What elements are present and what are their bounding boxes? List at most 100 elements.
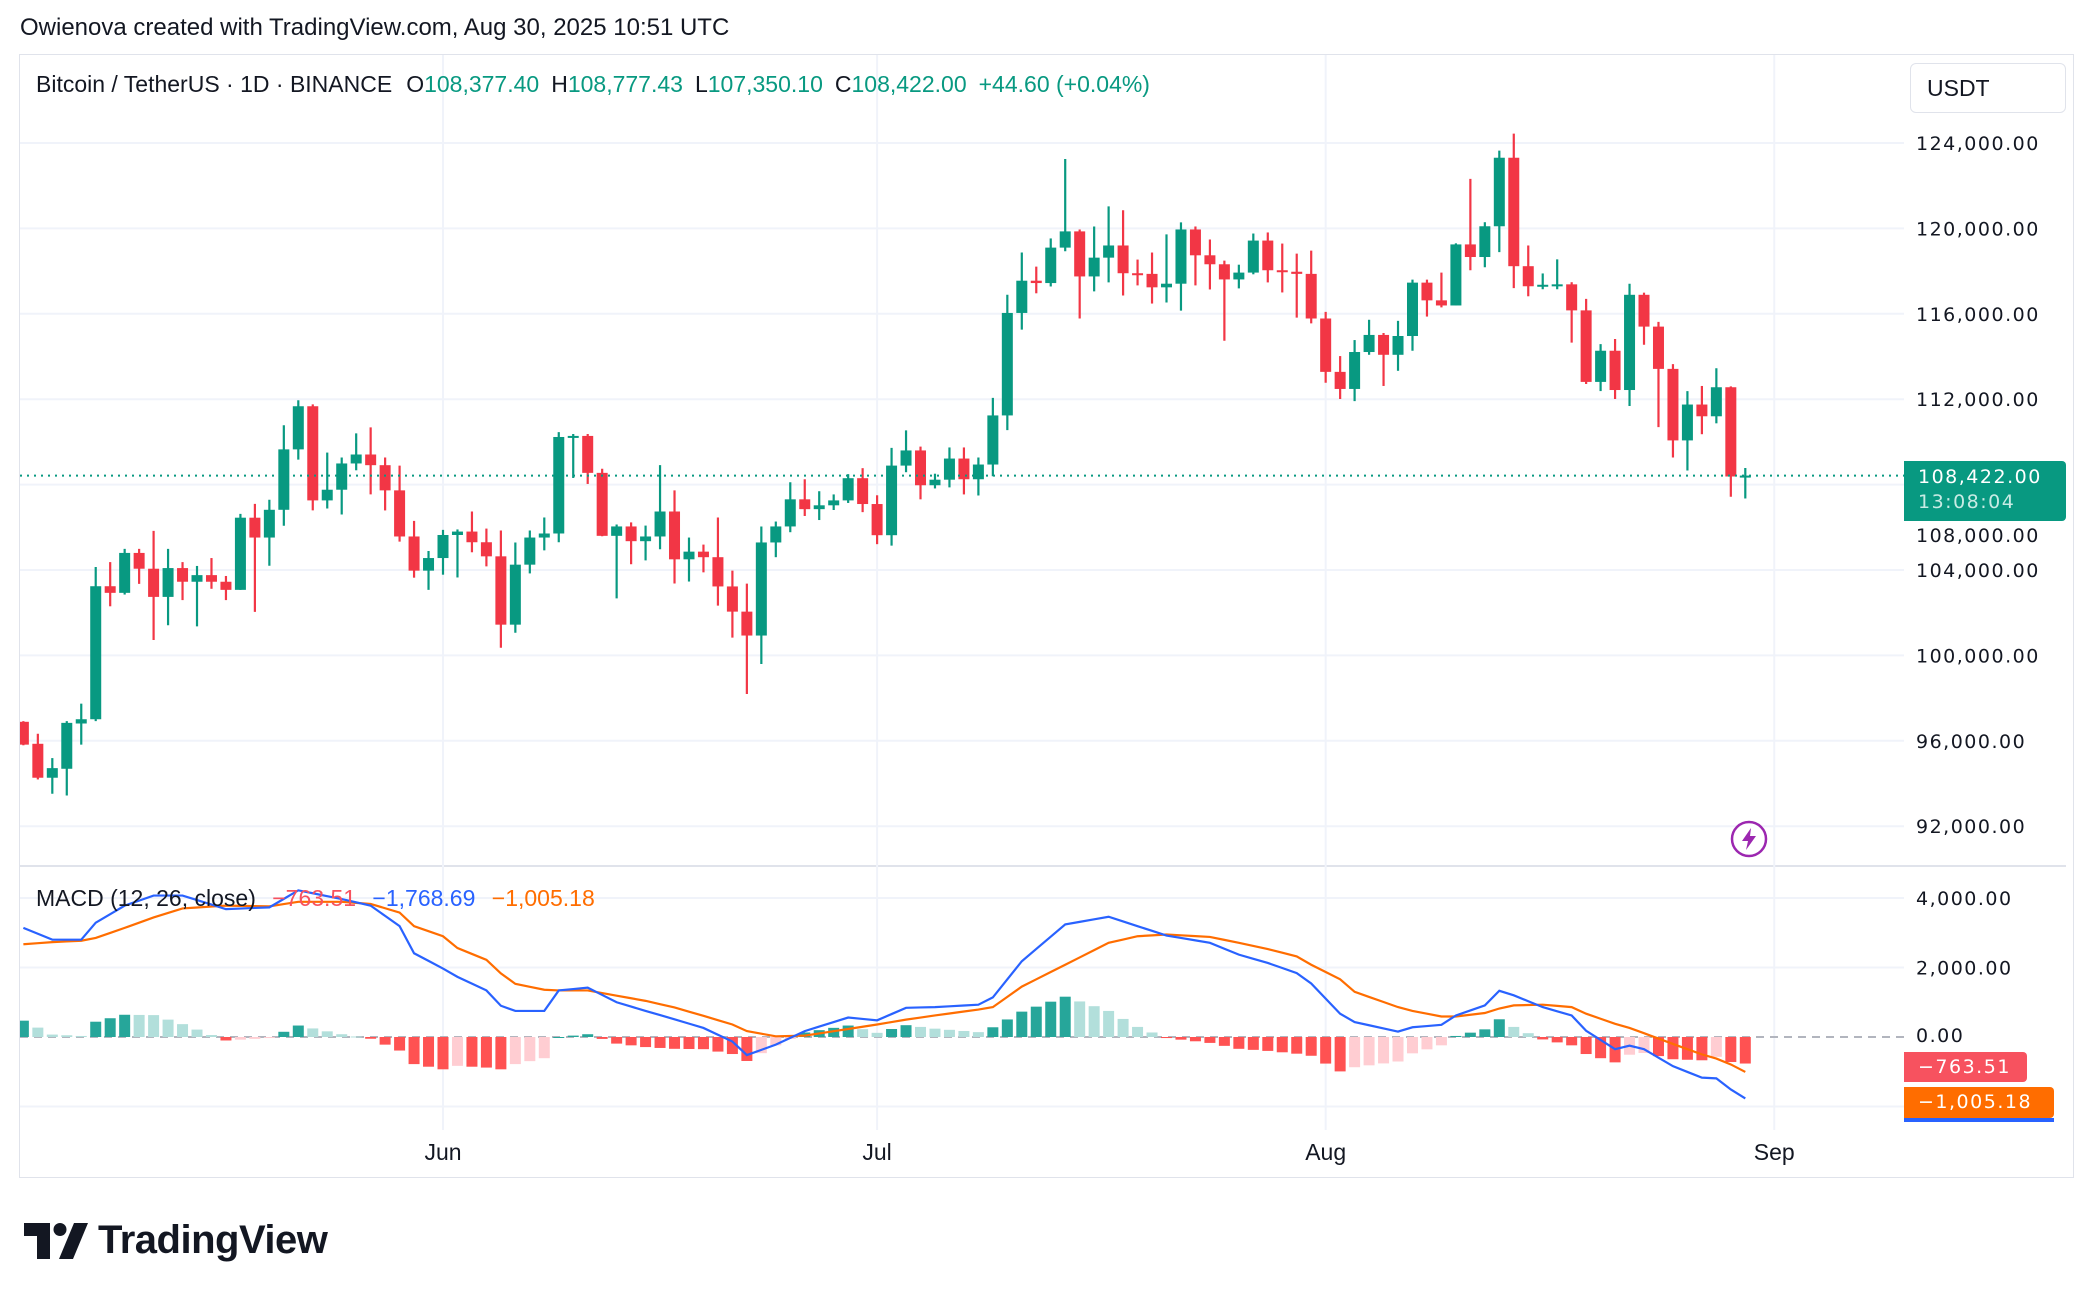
- currency-button[interactable]: USDT: [1910, 63, 2066, 113]
- price-pane: [20, 133, 1904, 796]
- macd-histogram-bar: [1464, 1032, 1476, 1037]
- candle-body: [1059, 231, 1071, 248]
- candle: [495, 530, 507, 648]
- candle-body: [437, 534, 449, 559]
- macd-histogram-bar: [1378, 1037, 1390, 1064]
- candle: [1537, 273, 1549, 290]
- candle-body: [726, 586, 738, 612]
- macd-histogram-bar: [1595, 1037, 1607, 1059]
- candle-body: [943, 458, 955, 480]
- macd-histogram-bar: [1233, 1037, 1245, 1049]
- candle-body: [1710, 387, 1722, 417]
- candle: [1334, 356, 1346, 399]
- macd-axis-label: 2,000.00: [1916, 958, 2013, 980]
- candle: [987, 397, 999, 477]
- candle-body: [20, 721, 29, 745]
- macd-histogram-bar: [480, 1037, 492, 1068]
- candle: [1421, 279, 1433, 317]
- candle-body: [509, 564, 521, 625]
- macd-histogram-bar: [321, 1031, 333, 1037]
- candle: [842, 474, 854, 503]
- candle: [1725, 386, 1737, 497]
- macd-histogram-bar: [625, 1037, 637, 1046]
- candle-body: [1349, 352, 1361, 389]
- candle: [1638, 292, 1650, 345]
- macd-histogram-bar: [1450, 1035, 1462, 1037]
- macd-histogram-bar: [683, 1037, 695, 1049]
- candle: [1479, 222, 1491, 268]
- candle-body: [799, 499, 811, 510]
- price-axis-label: 120,000.00: [1916, 218, 2040, 240]
- candle: [423, 550, 435, 590]
- candle-body: [958, 458, 970, 480]
- candle: [1450, 243, 1462, 306]
- candle: [1291, 253, 1303, 318]
- candle: [32, 733, 44, 780]
- lightning-icon[interactable]: [1729, 819, 1769, 859]
- candle: [1088, 226, 1100, 292]
- macd-title[interactable]: MACD (12, 26, close): [36, 885, 256, 911]
- macd-histogram-bar: [1305, 1037, 1317, 1056]
- candle-body: [263, 509, 275, 538]
- candle: [886, 447, 898, 546]
- macd-histogram-bar: [32, 1027, 44, 1037]
- candle: [1132, 259, 1144, 286]
- candle-body: [191, 575, 203, 582]
- candle: [321, 452, 333, 509]
- candle: [104, 562, 116, 607]
- macd-histogram-bar: [538, 1037, 550, 1059]
- macd-histogram-bar: [712, 1037, 724, 1052]
- candle: [1161, 234, 1172, 303]
- tradingview-logo[interactable]: TradingView: [24, 1218, 328, 1263]
- macd-histogram-bar: [828, 1027, 840, 1037]
- candle-body: [90, 586, 102, 720]
- macd-histogram-bar: [205, 1035, 217, 1037]
- candle-body: [1624, 294, 1636, 391]
- macd-histogram-bar: [1537, 1037, 1549, 1040]
- macd-histogram-bar: [1551, 1037, 1563, 1043]
- candle: [1667, 364, 1679, 458]
- macd-histogram-bar: [1493, 1019, 1505, 1037]
- candle-body: [871, 504, 883, 536]
- macd-histogram-bar: [1725, 1037, 1737, 1063]
- macd-histogram-bar: [278, 1031, 290, 1037]
- candle-body: [249, 517, 261, 538]
- macd-histogram-bar: [1291, 1037, 1303, 1054]
- candle: [307, 404, 319, 511]
- candle-body: [1508, 157, 1520, 267]
- candle-body: [1435, 300, 1447, 306]
- candle-body: [205, 575, 217, 582]
- candle-body: [119, 552, 131, 593]
- candle: [915, 446, 927, 500]
- chart-attribution: Owienova created with TradingView.com, A…: [20, 14, 730, 41]
- macd-histogram-bar: [553, 1037, 565, 1038]
- macd-histogram-bar: [1204, 1037, 1216, 1043]
- macd-histogram-bar: [1059, 996, 1071, 1037]
- candle-body: [1132, 273, 1144, 276]
- candle: [1045, 238, 1057, 287]
- candle: [943, 447, 955, 488]
- candle-body: [1088, 257, 1100, 277]
- macd-histogram-bar: [75, 1035, 87, 1037]
- candle-body: [148, 568, 160, 597]
- candle: [1624, 283, 1636, 407]
- candle-body: [567, 435, 579, 438]
- high-value: 108,777.43: [567, 71, 683, 97]
- candle: [1059, 159, 1071, 252]
- macd-histogram-bar: [350, 1036, 362, 1038]
- macd-histogram-bar: [495, 1037, 507, 1070]
- candle: [1247, 233, 1259, 275]
- candle: [1580, 298, 1592, 385]
- macd-histogram-bar: [1276, 1037, 1288, 1053]
- candle-body: [755, 542, 767, 636]
- macd-line-value: −1,768.69: [372, 885, 476, 911]
- candle: [177, 562, 189, 601]
- symbol-name[interactable]: Bitcoin / TetherUS · 1D · BINANCE: [36, 71, 393, 97]
- candle: [119, 548, 131, 595]
- candle: [1493, 150, 1505, 253]
- candle-body: [1406, 282, 1418, 337]
- candle-body: [1537, 284, 1549, 287]
- candle-body: [770, 526, 782, 543]
- macd-histogram-bar: [1030, 1006, 1042, 1037]
